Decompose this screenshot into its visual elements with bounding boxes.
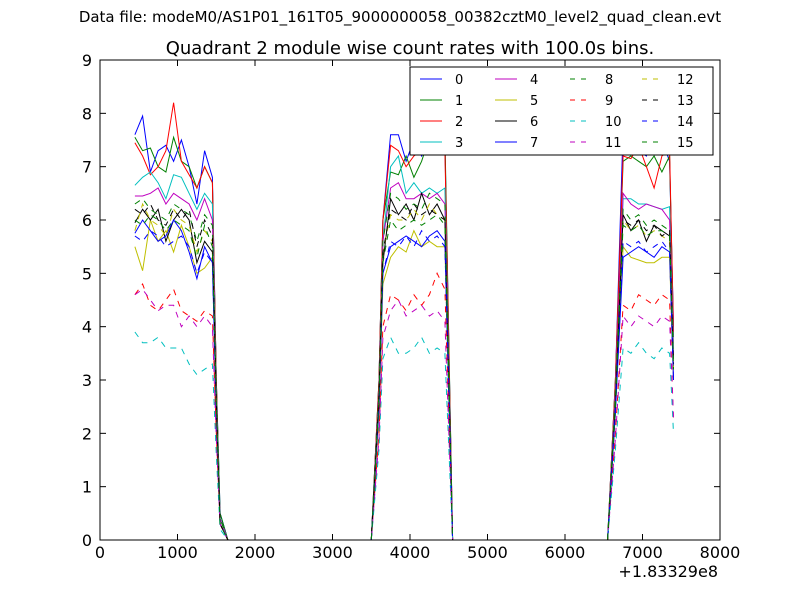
x-tick-label: 7000 <box>622 543 663 562</box>
legend-label-12: 12 <box>677 73 694 88</box>
x-tick-label: 3000 <box>312 543 353 562</box>
legend-label-2: 2 <box>455 115 463 130</box>
series-line-11 <box>134 288 674 541</box>
series-line-8 <box>134 192 674 541</box>
legend-label-6: 6 <box>530 115 538 130</box>
y-tick-label: 9 <box>82 51 92 70</box>
legend-label-9: 9 <box>605 94 613 109</box>
legend-label-10: 10 <box>605 115 622 130</box>
series-line-1 <box>134 134 674 541</box>
series-line-14 <box>134 229 674 541</box>
x-tick-label: 1000 <box>157 543 198 562</box>
series-line-13 <box>134 203 674 541</box>
y-tick-label: 3 <box>82 371 92 390</box>
x-tick-label: 6000 <box>545 543 586 562</box>
y-tick-label: 6 <box>82 211 92 230</box>
chart-title: Quadrant 2 module wise count rates with … <box>166 38 655 59</box>
y-tick-label: 0 <box>82 531 92 550</box>
y-tick-label: 5 <box>82 264 92 283</box>
y-tick-label: 8 <box>82 104 92 123</box>
legend-box <box>409 66 714 156</box>
y-tick-label: 7 <box>82 158 92 177</box>
series-line-9 <box>134 272 674 541</box>
legend-label-3: 3 <box>455 136 463 151</box>
x-offset-label: +1.83329e8 <box>618 562 718 581</box>
legend-label-14: 14 <box>677 115 694 130</box>
y-tick-label: 2 <box>82 424 92 443</box>
series-line-4 <box>134 181 674 541</box>
series-line-12 <box>134 202 674 541</box>
legend-label-15: 15 <box>677 136 694 151</box>
x-tick-label: 2000 <box>235 543 276 562</box>
series-line-15 <box>134 214 674 541</box>
x-tick-label: 0 <box>95 543 105 562</box>
legend-label-7: 7 <box>530 136 538 151</box>
x-tick-label: 4000 <box>390 543 431 562</box>
x-tick-label: 5000 <box>467 543 508 562</box>
legend-label-13: 13 <box>677 94 694 109</box>
figure-supertitle: Data file: modeM0/AS1P01_161T05_90000000… <box>78 8 722 26</box>
legend-label-5: 5 <box>530 94 538 109</box>
y-tick-label: 1 <box>82 478 92 497</box>
y-tick-label: 4 <box>82 318 92 337</box>
axis-ticks: 0 1000 2000 3000 4000 5000 6000 7000 80000123456… <box>82 51 741 562</box>
legend-label-11: 11 <box>605 136 622 151</box>
series-line-2 <box>134 102 674 541</box>
legend-label-1: 1 <box>455 94 463 109</box>
legend-label-8: 8 <box>605 73 613 88</box>
legend-label-0: 0 <box>455 73 463 88</box>
series-line-5 <box>134 219 674 541</box>
legend-label-4: 4 <box>530 73 538 88</box>
series-layer <box>134 102 674 541</box>
x-tick-label: 8000 <box>700 543 741 562</box>
